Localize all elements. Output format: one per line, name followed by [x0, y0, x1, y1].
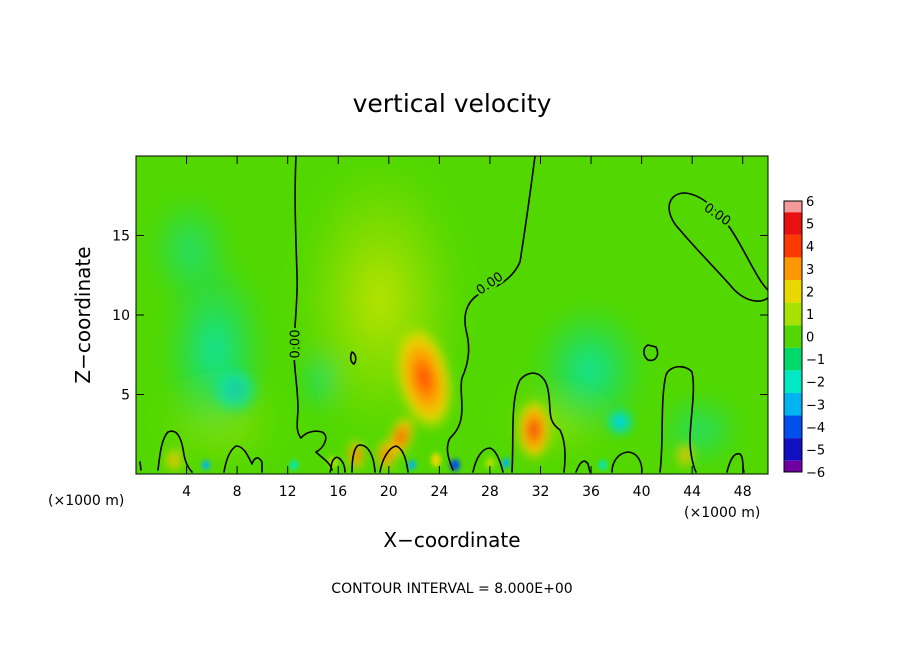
- contour-line: [349, 351, 357, 365]
- colorbar-frame: [783, 200, 803, 473]
- x-tick-label: 48: [734, 484, 752, 500]
- y-axis-label: Z−coordinate: [71, 246, 95, 383]
- downdraft-core: [210, 365, 260, 415]
- colorbar-label: 3: [806, 263, 814, 278]
- x-axis-ticks: 4 8 12 16 20 24 28 32 36 40 44 48: [182, 156, 752, 500]
- surface-downdraft: [408, 460, 416, 470]
- x-tick-label: 40: [633, 484, 651, 500]
- x-tick-label: 28: [481, 484, 499, 500]
- contour-interval-note: CONTOUR INTERVAL = 8.000E+00: [331, 581, 572, 597]
- contour-label: 0.00: [289, 330, 304, 359]
- weak-downdraft-band: [295, 340, 345, 420]
- colorbar-label: −3: [806, 398, 825, 413]
- colorbar-swatch: [784, 257, 802, 281]
- x-tick-label: 44: [683, 484, 701, 500]
- y-tick-label: 10: [112, 308, 130, 324]
- contour-line: [379, 445, 409, 473]
- x-tick-label: 24: [430, 484, 448, 500]
- downdraft-core: [606, 408, 634, 436]
- contour-line: [611, 451, 643, 473]
- contour-line: [293, 156, 333, 471]
- colorbar-swatch: [784, 201, 802, 213]
- surface-updraft: [431, 453, 441, 467]
- contour-line: [139, 461, 142, 471]
- colorbar-label: 0: [806, 331, 814, 346]
- x-axis-label: X−coordinate: [383, 528, 520, 552]
- colorbar-swatch: [784, 325, 802, 348]
- contour-line: [643, 344, 659, 362]
- colorbar-label: −4: [806, 421, 825, 436]
- contour-line: [223, 445, 263, 473]
- surface-updraft: [485, 457, 495, 469]
- x-tick-label: 20: [380, 484, 398, 500]
- contour-line: [575, 460, 591, 473]
- colorbar-label: 4: [806, 240, 814, 255]
- surface-downdraft: [202, 460, 210, 470]
- x-unit-right: (×1000 m): [684, 505, 760, 521]
- colorbar-swatch: [784, 438, 802, 461]
- x-tick-label: 8: [233, 484, 242, 500]
- colorbar-swatch: [784, 415, 802, 439]
- contour-line: [659, 365, 697, 473]
- colorbar-swatch: [784, 212, 802, 235]
- colorbar-swatch: [784, 460, 802, 472]
- y-tick-label: 5: [121, 388, 130, 404]
- colorbar-swatch: [784, 370, 802, 393]
- contour-line: [329, 456, 346, 473]
- surface-downdraft: [290, 460, 298, 470]
- x-unit-left: (×1000 m): [48, 493, 124, 509]
- chart-title: vertical velocity: [353, 89, 552, 118]
- plot-area: 0.00 0.00 0.00: [135, 155, 769, 475]
- updraft-core: [517, 400, 551, 460]
- surface-downdraft: [502, 458, 510, 468]
- contour-line: [511, 372, 566, 473]
- contour-line: [472, 447, 504, 473]
- colorbar-label: −6: [806, 466, 825, 481]
- colorbar-label: 6: [806, 195, 814, 210]
- x-tick-label: 16: [329, 484, 347, 500]
- colorbar-label: 2: [806, 285, 814, 300]
- y-tick-label: 15: [112, 229, 130, 245]
- x-tick-label: 32: [532, 484, 550, 500]
- contour-line: [157, 430, 193, 473]
- updraft-core: [388, 415, 414, 459]
- colorbar-label: 1: [806, 308, 814, 323]
- contour-line: [668, 192, 768, 302]
- weak-downdraft-band: [145, 190, 235, 310]
- colorbar: 6 5 4 3 2 1 0 −1 −2 −3 −4 −5 −6: [783, 195, 825, 481]
- colorbar-swatch: [784, 347, 802, 371]
- surface-downdraft: [599, 460, 607, 470]
- x-tick-label: 12: [279, 484, 297, 500]
- updraft-core-main: [394, 323, 454, 433]
- colorbar-label: 5: [806, 218, 814, 233]
- x-tick-label: 4: [182, 484, 191, 500]
- colorbar-swatch: [784, 234, 802, 258]
- colorbar-swatch: [784, 280, 802, 303]
- colorbar-label: −1: [806, 353, 825, 368]
- x-tick-label: 36: [582, 484, 600, 500]
- updraft-core: [165, 448, 183, 472]
- contour-line: [351, 444, 376, 473]
- contour-line: [446, 156, 536, 471]
- colorbar-swatch: [784, 392, 802, 416]
- y-axis-ticks: 5 10 15: [112, 229, 768, 404]
- colorbar-swatch: [784, 302, 802, 326]
- colorbar-label: −5: [806, 443, 825, 458]
- colorbar-label: −2: [806, 376, 825, 391]
- weak-downdraft-band: [530, 300, 650, 440]
